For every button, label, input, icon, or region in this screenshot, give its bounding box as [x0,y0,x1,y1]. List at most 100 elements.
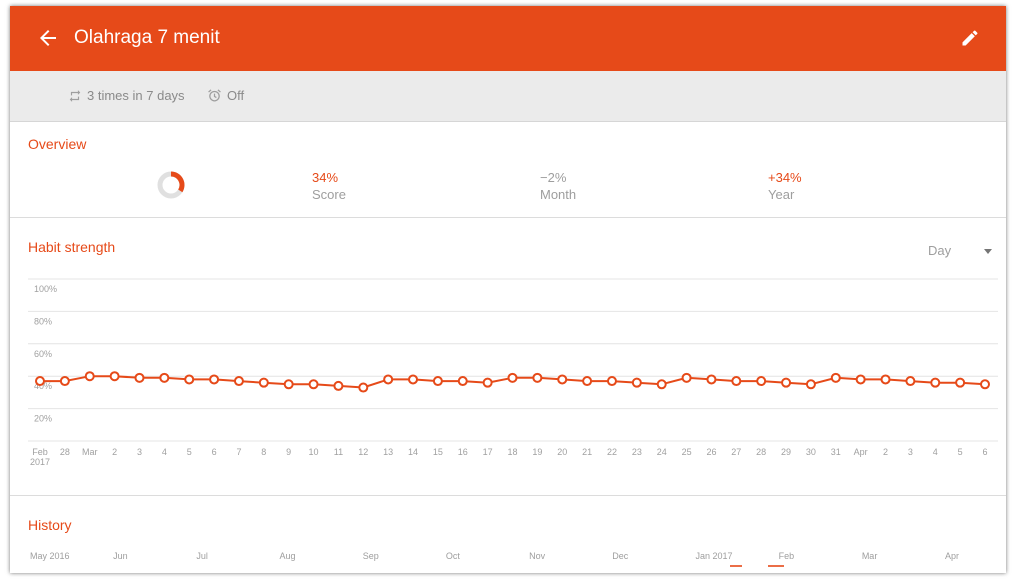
x-tick-label: 24 [657,447,667,457]
history-month-label: Sep [362,551,379,561]
x-tick-label: 27 [731,447,741,457]
strength-point [880,374,891,385]
x-tick-label: 2 [883,447,888,457]
history-month-label: Jul [196,551,208,561]
month-label: Month [540,187,577,202]
x-tick-label: 5 [958,447,963,457]
score-stat: 34% Score [312,169,346,203]
history-month-label: Mar [861,551,878,561]
x-tick-label: 5 [187,447,192,457]
strength-point [805,379,816,390]
score-value: 34% [312,170,339,185]
strength-point [507,372,518,383]
year-label: Year [768,187,795,202]
y-tick-label: 80% [34,316,52,326]
x-tick-label: 19 [532,447,542,457]
strength-point [35,376,45,387]
y-tick-label: 100% [34,284,57,294]
y-tick-label: 60% [34,349,52,359]
strength-point [209,374,220,385]
alarm-clock-icon [208,89,221,102]
x-tick-label: 4 [162,447,167,457]
app-window: Olahraga 7 menit 3 times in 7 days Off O… [10,6,1006,573]
frequency-info: 3 times in 7 days [68,88,185,103]
strength-point [457,376,468,387]
x-tick-label: 8 [261,447,266,457]
habit-subheader: 3 times in 7 days Off [10,71,1006,122]
pencil-icon [962,30,978,46]
history-month-label: Dec [612,551,629,561]
history-month-label: Jan 2017 [695,551,733,561]
strength-point [159,372,170,383]
strength-point [681,372,692,383]
x-tick-label: 26 [706,447,716,457]
strength-point [482,377,493,388]
app-bar: Olahraga 7 menit [10,6,1006,71]
score-ring [157,171,185,199]
strength-point [582,376,593,387]
chevron-down-icon[interactable] [984,249,992,254]
x-tick-label: 3 [908,447,913,457]
repeat-icon [69,89,81,102]
strength-point [333,380,344,391]
strength-point [905,376,916,387]
history-month-label: Apr [945,551,960,561]
history-bar [730,565,742,567]
history-month-label: May 2016 [30,551,70,561]
divider [10,217,1006,218]
x-tick-label: 28 [60,447,70,457]
month-value: −2% [540,170,567,185]
x-tick-label: 14 [408,447,418,457]
x-tick-label: 7 [236,447,241,457]
x-tick-label: 21 [582,447,592,457]
strength-point [358,382,369,393]
strength-point [59,376,70,387]
history-month-label: Oct [445,551,460,561]
x-tick-label: 22 [607,447,617,457]
frequency-text: 3 times in 7 days [87,88,185,103]
x-tick-label: 6 [212,447,217,457]
x-tick-label: 29 [781,447,791,457]
history-month-label: Aug [279,551,296,561]
overview-title: Overview [28,136,87,152]
x-tick-label: 23 [632,447,642,457]
strength-point [706,374,717,385]
strength-point [308,379,319,390]
history-month-label: Nov [529,551,546,561]
strength-point [855,374,866,385]
x-tick-label: 20 [557,447,567,457]
strength-point [184,374,195,385]
edit-button[interactable] [960,28,980,48]
strength-point [408,374,419,385]
interval-dropdown[interactable]: Day [928,243,952,258]
x-tick-label: 31 [831,447,841,457]
strength-point [955,377,966,388]
habit-strength-title: Habit strength [28,239,116,255]
x-tick-label: 30 [806,447,816,457]
reminder-text: Off [227,88,245,103]
divider [10,495,1006,496]
x-tick-label: 10 [309,447,319,457]
strength-point [781,377,792,388]
x-tick-label: 2 [112,447,117,457]
x-tick-label: 25 [682,447,692,457]
strength-point [980,379,990,390]
strength-point [233,376,244,387]
strength-point [84,371,95,382]
x-tick-label: 9 [286,447,291,457]
x-tick-label: 11 [334,447,343,457]
strength-point [656,379,667,390]
year-value: +34% [768,170,802,185]
history-month-label: Feb [778,551,795,561]
arrow-left-icon [40,30,56,46]
strength-point [930,377,941,388]
strength-point [830,372,841,383]
strength-point [432,376,443,387]
strength-point [383,374,394,385]
reminder-info: Off [207,88,244,103]
history-month-label: Jun [113,551,128,561]
history-title: History [28,517,72,533]
back-button[interactable] [36,26,60,50]
x-tick-label: 12 [358,447,368,457]
